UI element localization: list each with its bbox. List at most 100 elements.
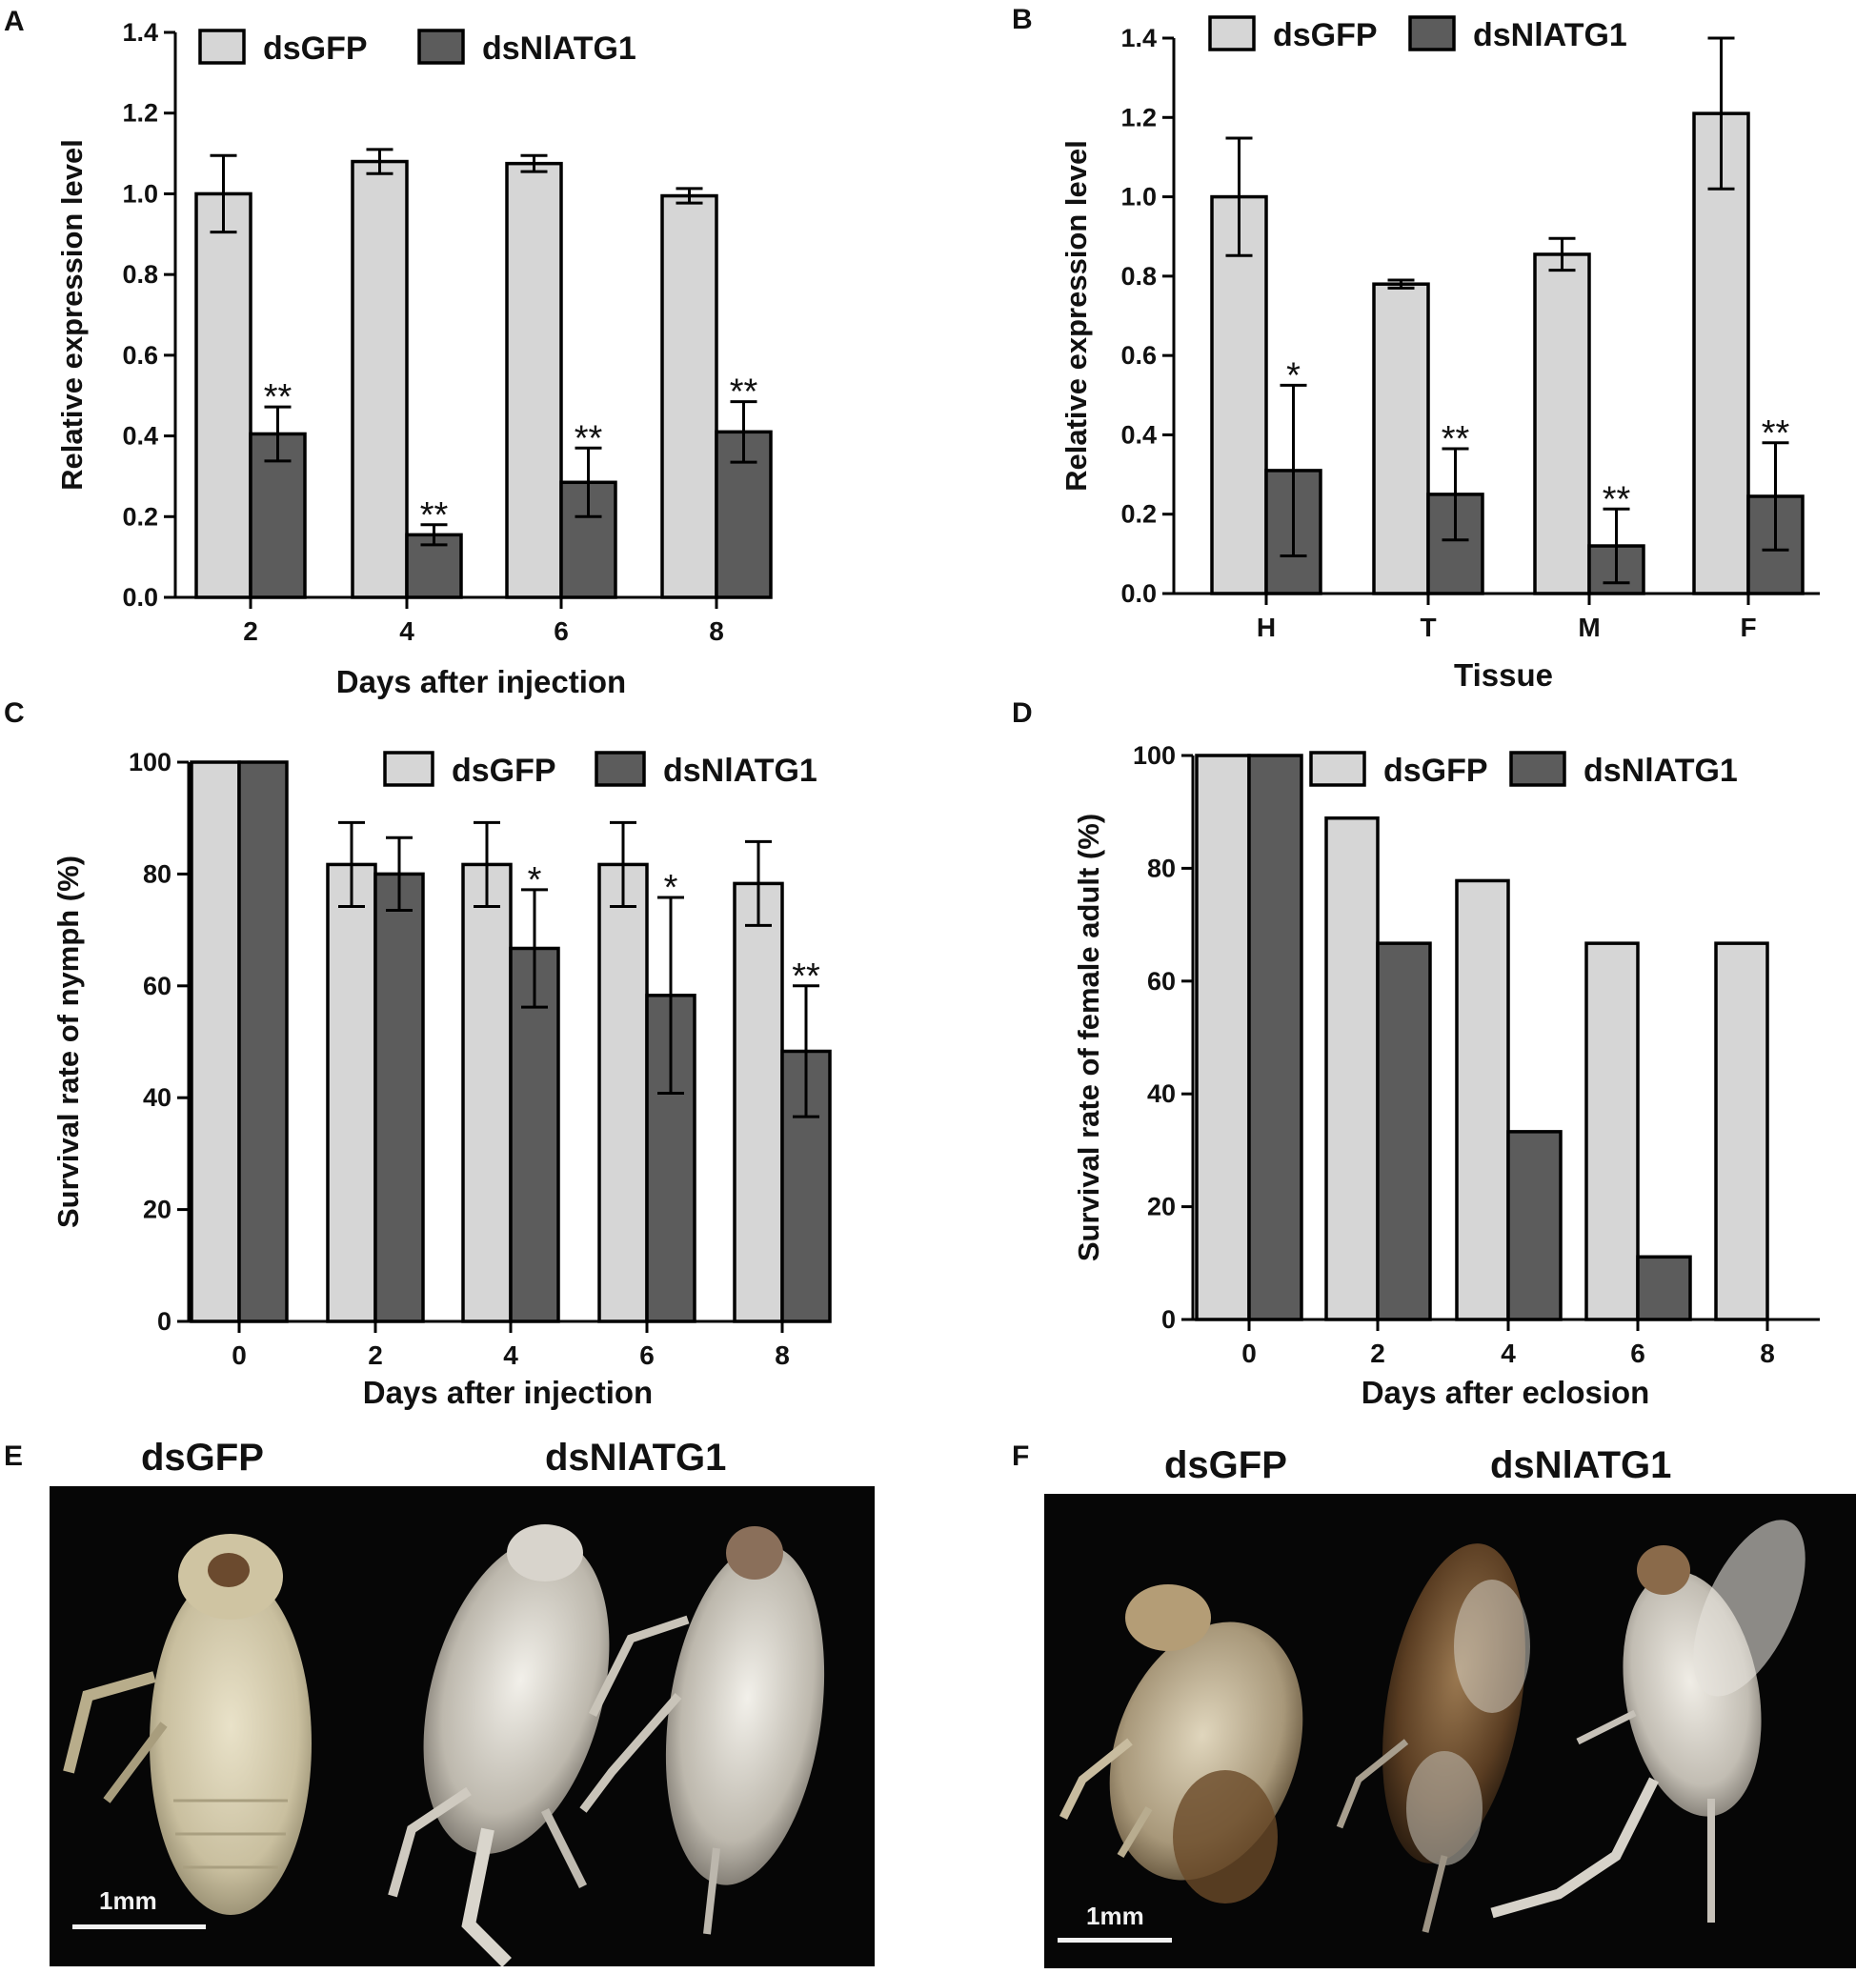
bar-dsnlatg1-6 [1636, 1255, 1692, 1321]
photo-f-scale-label: 1mm [1086, 1902, 1144, 1930]
y-tick-label: 0.2 [122, 502, 158, 531]
y-tick-label: 100 [1133, 741, 1176, 770]
x-tick-label: T [1420, 613, 1436, 642]
y-tick-label: 0.4 [1120, 420, 1157, 449]
legend-label-dsgfp: dsGFP [1273, 17, 1378, 53]
panel-letter-f: F [1012, 1440, 1030, 1472]
bar-dsnlatg1-0 [237, 760, 289, 1323]
y-tick-label: 0.8 [122, 260, 158, 289]
nymph-dsgfp [63, 1534, 312, 1915]
y-axis-label: Relative expression level [55, 139, 89, 491]
legend-label-dsgfp: dsGFP [1383, 753, 1488, 789]
x-tick-label: 2 [1370, 1339, 1385, 1368]
bar-dsgfp-4 [1455, 878, 1510, 1321]
significance-marker: ** [420, 495, 449, 535]
x-tick-label: 0 [1241, 1339, 1257, 1368]
photo-f-label-dsnlatg1: dsNlATG1 [1490, 1444, 1672, 1486]
significance-marker: ** [575, 418, 603, 458]
legend-swatch-dsnlatg1 [417, 29, 465, 65]
significance-marker: ** [1442, 419, 1470, 459]
y-tick-label: 80 [143, 859, 171, 888]
x-tick-label: F [1740, 613, 1756, 642]
legend-label-dsnlatg1: dsNlATG1 [1473, 17, 1627, 53]
y-tick-label: 1.0 [1120, 183, 1157, 212]
bar-dsgfp-0 [190, 760, 241, 1323]
legend: dsGFP dsNlATG1 [198, 29, 636, 67]
y-tick-label: 1.4 [122, 18, 158, 47]
photo-e-label-dsnlatg1: dsNlATG1 [545, 1437, 727, 1479]
legend-swatch-dsgfp [1208, 15, 1256, 51]
y-tick-label: 0.0 [122, 583, 158, 612]
significance-marker: * [664, 868, 678, 908]
y-tick-label: 80 [1147, 854, 1176, 882]
legend-swatch-dsnlatg1 [1509, 751, 1566, 787]
legend-swatch-dsnlatg1 [595, 751, 646, 787]
adult-dsnlatg1-pale [1490, 1520, 1805, 1923]
bar-dsgfp-T [1372, 282, 1430, 595]
bar-dsgfp-2 [1324, 816, 1380, 1321]
legend-label-dsnlatg1: dsNlATG1 [482, 30, 636, 67]
significance-marker: ** [264, 377, 292, 417]
y-tick-label: 0 [157, 1307, 171, 1336]
bar-dsnlatg1-4 [1506, 1130, 1563, 1321]
photo-f-specimens [1059, 1520, 1805, 1933]
y-tick-label: 1.2 [1120, 103, 1157, 131]
legend: dsGFP dsNlATG1 [1208, 15, 1627, 53]
x-tick-label: 6 [554, 616, 569, 646]
legend-label-dsgfp: dsGFP [452, 753, 556, 789]
photo-f-label-dsgfp: dsGFP [1164, 1444, 1287, 1486]
y-tick-label: 0.4 [122, 422, 158, 451]
bar-dsgfp-4 [461, 862, 513, 1323]
chart-a: 0.0 0.2 0.4 0.6 0.8 1.0 1.2 1.4 ** 2 ** 4 ** 6 ** 8 Days… [55, 18, 773, 699]
x-tick-label: 8 [709, 616, 724, 646]
y-axis-label: Relative expression level [1059, 140, 1093, 492]
x-tick-label: 6 [1630, 1339, 1645, 1368]
y-tick-label: 1.2 [122, 99, 158, 128]
nymph-dsnlatg1-1 [388, 1524, 610, 1966]
x-axis-label: Days after eclosion [1362, 1375, 1650, 1410]
legend: dsGFP dsNlATG1 [1309, 751, 1738, 789]
x-tick-label: H [1257, 613, 1276, 642]
x-axis-label: Days after injection [336, 664, 626, 699]
bar-dsgfp-6 [1584, 941, 1640, 1321]
bar-dsgfp-4 [351, 159, 409, 599]
bar-dsgfp-M [1533, 252, 1591, 595]
legend-swatch-dsgfp [383, 751, 434, 787]
y-tick-label: 60 [1147, 967, 1176, 996]
panel-letter-c: C [4, 697, 25, 729]
chart-d: 0 20 40 60 80 100 0 2 4 6 8 Days after eclosion Surv… [1072, 741, 1820, 1410]
significance-marker: * [528, 860, 542, 900]
bar-dsnlatg1-H [1264, 469, 1322, 595]
photo-e-scale-bar [72, 1924, 206, 1929]
legend-label-dsnlatg1: dsNlATG1 [663, 753, 817, 789]
panel-letter-b: B [1012, 4, 1033, 35]
significance-marker: ** [1603, 479, 1631, 519]
panel-letter-a: A [4, 6, 25, 37]
bar-dsgfp-6 [597, 862, 649, 1323]
x-axis-label: Days after injection [363, 1375, 653, 1410]
bar-dsgfp-0 [1195, 754, 1251, 1321]
x-tick-label: 4 [399, 616, 414, 646]
bar-dsnlatg1-2 [373, 872, 425, 1323]
bar-dsgfp-2 [194, 191, 252, 599]
bar-dsnlatg1-2 [1376, 941, 1432, 1321]
bar-dsgfp-2 [326, 862, 377, 1323]
legend-label-dsgfp: dsGFP [263, 30, 368, 67]
x-axis-label: Tissue [1454, 657, 1553, 693]
y-tick-label: 20 [143, 1196, 171, 1224]
photo-e-specimens [63, 1524, 825, 1966]
x-tick-label: 8 [775, 1340, 790, 1370]
panel-letter-e: E [4, 1440, 24, 1472]
y-tick-label: 0.0 [1120, 579, 1157, 608]
nymph-dsnlatg1-2 [579, 1526, 825, 1935]
y-tick-label: 1.4 [1120, 24, 1157, 52]
adult-dsgfp [1059, 1584, 1303, 1904]
y-tick-label: 40 [143, 1083, 171, 1112]
x-tick-label: 4 [503, 1340, 518, 1370]
legend-swatch-dsgfp [198, 29, 246, 65]
legend-swatch-dsgfp [1309, 751, 1366, 787]
y-tick-label: 0.6 [1120, 341, 1157, 370]
y-tick-label: 0.6 [122, 341, 158, 370]
chart-c: 0 20 40 60 80 100 0 2 * 4 * 6 ** 8 Days after injectio… [51, 748, 832, 1410]
bar-dsnlatg1-0 [1247, 754, 1303, 1321]
